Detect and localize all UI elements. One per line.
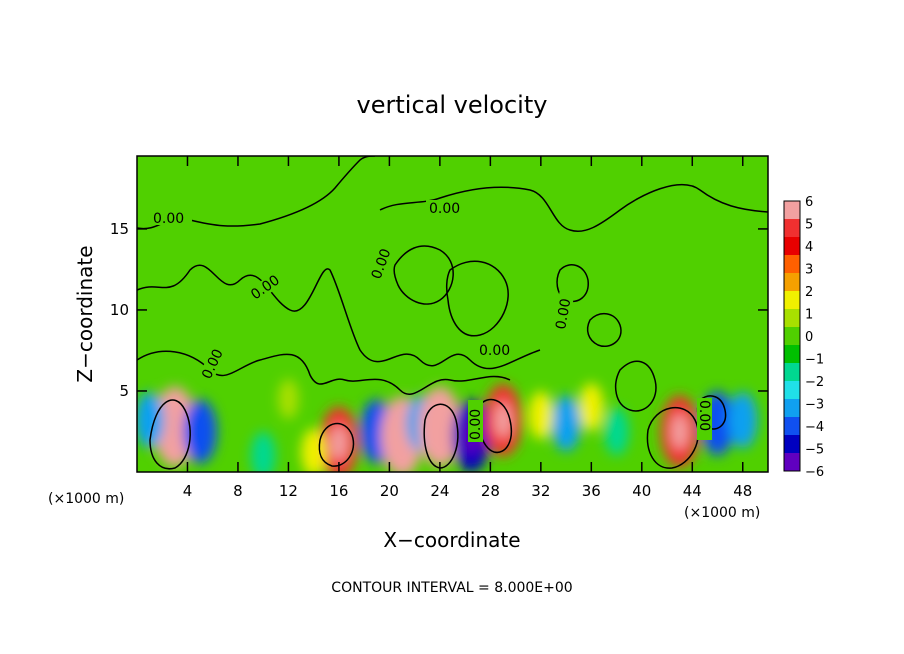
colorbar-swatch [784, 399, 800, 418]
field-cell [528, 391, 554, 440]
colorbar-tick-label: −4 [805, 420, 824, 435]
field-cell [728, 392, 758, 449]
contour-line [137, 264, 541, 370]
field-cell [137, 392, 165, 449]
contour-line [379, 184, 768, 232]
colorbar-swatch [784, 417, 800, 436]
contour-line [614, 360, 657, 412]
contour-interval-note: CONTOUR INTERVAL = 8.000E+00 [331, 580, 572, 596]
x-tick-label: 40 [632, 482, 651, 500]
colorbar-swatch [784, 381, 800, 400]
colorbar-tick-label: −1 [805, 353, 824, 368]
colorbar-swatch [784, 255, 800, 274]
colorbar-swatch [784, 453, 800, 472]
contour-line [149, 399, 191, 470]
colorbar-tick-label: −6 [805, 465, 824, 480]
field-cell-core [494, 402, 512, 439]
field-cell [301, 428, 327, 472]
x-tick-label: 32 [531, 482, 550, 500]
colorbar-tick-label: 5 [805, 218, 813, 233]
colorbar-tick-label: 3 [805, 263, 813, 278]
plot-area: 0.00 0.00 0.00 0.00 0.00 0.00 0.00 0.00 … [137, 156, 768, 472]
colorbar-swatch [784, 309, 800, 328]
contour-line [318, 422, 355, 467]
colorbar-swatch [784, 327, 800, 346]
x-tick-label: 48 [733, 482, 752, 500]
field-cell [278, 379, 299, 420]
contour-line [445, 260, 509, 337]
y-axis-label: Z−coordinate [73, 245, 97, 382]
contour-label: 0.00 [553, 297, 574, 330]
contour-label: 0.00 [468, 409, 484, 440]
chart-title: vertical velocity [357, 91, 548, 119]
contour-line [556, 264, 589, 302]
colorbar-tick-label: 6 [805, 195, 813, 210]
y-tick-label: 15 [110, 220, 129, 238]
colorbar-tick-label: −2 [805, 375, 824, 390]
colorbar-swatch [784, 273, 800, 292]
x-unit-right: (×1000 m) [684, 505, 760, 521]
x-tick-label: 12 [279, 482, 298, 500]
x-axis-label: X−coordinate [383, 528, 520, 552]
y-axis: 5 10 15 [110, 220, 768, 400]
x-tick-label: 28 [481, 482, 500, 500]
colorbar-swatch [784, 363, 800, 382]
field-cell [183, 399, 217, 464]
x-unit-left: (×1000 m) [48, 491, 124, 507]
field-cell-core [165, 406, 185, 447]
colorbar-tick-label: −3 [805, 398, 824, 413]
contour-line [423, 403, 459, 469]
contour-label: 0.00 [479, 343, 510, 359]
x-tick-label: 8 [233, 482, 243, 500]
x-tick-label: 20 [380, 482, 399, 500]
x-axis: 4 8 12 16 20 24 28 32 36 40 44 48 [183, 156, 752, 500]
field-cell-core [330, 424, 348, 461]
field-cell [578, 383, 604, 432]
colorbar-swatch [784, 201, 800, 220]
y-tick-label: 5 [119, 382, 129, 400]
colorbar-swatch [784, 237, 800, 256]
colorbar: 6 5 4 3 2 1 0 −1 −2 −3 −4 −5 −6 [783, 195, 824, 480]
contour-label: 0.00 [696, 400, 712, 431]
contour-line [646, 406, 699, 469]
colorbar-swatch [784, 219, 800, 238]
x-tick-label: 44 [683, 482, 702, 500]
field-cell-core [671, 413, 689, 450]
colorbar-tick-label: 4 [805, 240, 813, 255]
x-tick-label: 36 [582, 482, 601, 500]
y-tick-label: 10 [110, 301, 129, 319]
contour-line [393, 245, 454, 305]
colorbar-tick-label: 1 [805, 308, 813, 323]
contour-label: 0.00 [153, 211, 184, 227]
plot-frame [136, 155, 769, 473]
colorbar-tick-label: −5 [805, 443, 824, 458]
colorbar-swatch [784, 291, 800, 310]
x-tick-label: 4 [183, 482, 193, 500]
colorbar-tick-label: 0 [805, 330, 813, 345]
field-cell [250, 431, 276, 472]
field-cell-core [430, 406, 450, 447]
colorbar-tick-label: 2 [805, 285, 813, 300]
contour-label: 0.00 [429, 201, 460, 217]
colorbar-swatch [784, 345, 800, 364]
field-cell [604, 407, 629, 456]
x-tick-label: 24 [430, 482, 449, 500]
velocity-field [137, 379, 758, 472]
contour-line [586, 313, 622, 347]
field-cell [551, 395, 581, 452]
colorbar-frame [783, 200, 801, 472]
x-tick-label: 16 [329, 482, 348, 500]
colorbar-swatch [784, 435, 800, 454]
